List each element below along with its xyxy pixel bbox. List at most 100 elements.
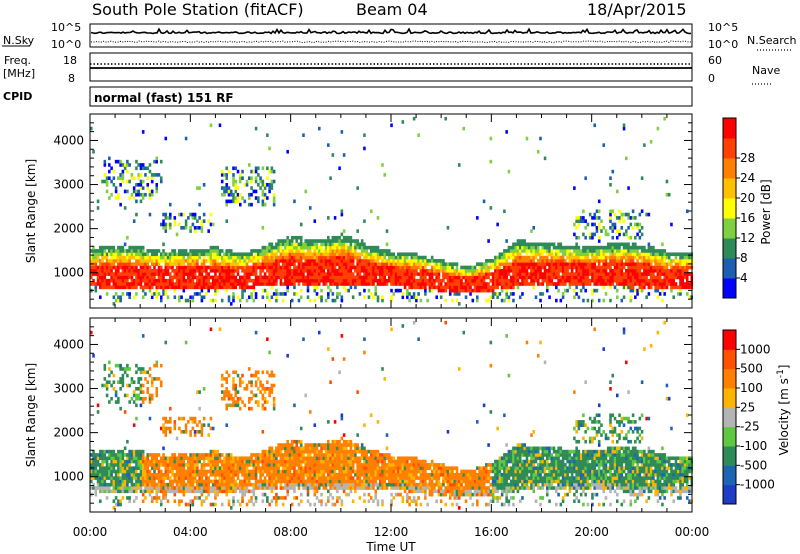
power-cell [351, 249, 355, 253]
power-cell [385, 252, 389, 257]
power-cell [536, 282, 540, 286]
velocity-cell [132, 472, 136, 477]
power-cell [132, 186, 136, 190]
power-cell [279, 255, 283, 260]
power-cell [561, 265, 565, 270]
power-cell [171, 252, 174, 257]
power-cell [135, 212, 138, 217]
power-cell [638, 272, 642, 276]
power-cell [634, 278, 637, 283]
power-cell [561, 259, 565, 263]
power-cell [392, 268, 396, 273]
power-cell [96, 249, 100, 253]
velocity-cell [137, 486, 140, 490]
power-cell [187, 255, 190, 260]
power-cell [225, 282, 229, 286]
velocity-cell [225, 387, 229, 391]
power-cell [250, 249, 253, 253]
power-cell [153, 292, 156, 296]
velocity-cell [200, 502, 204, 507]
power-cell [250, 278, 253, 283]
power-cell [487, 285, 490, 290]
power-cell [523, 268, 526, 273]
power-cell [318, 245, 321, 250]
power-cell [421, 272, 425, 276]
velocity-cell [232, 387, 235, 391]
velocity-cell [159, 456, 163, 461]
power-cell [489, 259, 493, 263]
power-cell [606, 272, 610, 276]
power-cell [532, 272, 536, 276]
velocity-cell [114, 502, 118, 507]
power-cell [638, 285, 642, 290]
power-cell [408, 292, 411, 296]
power-cell [539, 262, 542, 266]
velocity-cell [196, 466, 199, 470]
power-cell [284, 242, 287, 247]
power-cell [683, 275, 687, 280]
power-cell [275, 255, 278, 260]
velocity-cell [119, 449, 122, 454]
power-cell [401, 255, 405, 260]
velocity-cell [193, 472, 197, 477]
velocity-cell [94, 472, 98, 477]
power-cell [268, 189, 271, 194]
power-cell [277, 245, 280, 250]
power-cell [121, 163, 125, 167]
power-cell [367, 272, 371, 276]
velocity-cell [178, 486, 181, 490]
power-cell [649, 282, 653, 286]
power-cell [248, 265, 251, 270]
velocity-cell [214, 472, 217, 477]
velocity-cell [155, 486, 159, 490]
power-cell [110, 265, 113, 270]
velocity-cell [166, 459, 170, 464]
power-cell [656, 126, 660, 131]
power-cell [306, 295, 310, 300]
power-cell [627, 225, 630, 230]
power-cell [609, 262, 612, 266]
power-cell [234, 186, 238, 190]
power-cell [286, 282, 289, 286]
power-cell [681, 268, 685, 273]
velocity-cell [123, 393, 127, 398]
power-cell [645, 255, 648, 260]
power-cell [654, 288, 657, 293]
power-cell [327, 252, 330, 257]
power-cell [636, 225, 639, 230]
power-cell [304, 275, 308, 280]
power-cell [525, 275, 529, 280]
power-cell [345, 235, 348, 240]
power-cell [611, 245, 615, 250]
power-cell [430, 268, 434, 273]
velocity-cell [214, 486, 217, 490]
power-cell [103, 245, 107, 250]
power-cell [184, 219, 188, 223]
power-cell [634, 262, 637, 266]
power-cell [681, 262, 685, 266]
power-cell [656, 262, 660, 266]
velocity-cell [137, 453, 140, 457]
velocity-cell [182, 476, 186, 480]
power-cell [618, 229, 621, 233]
power-cell [178, 282, 181, 286]
power-cell [606, 255, 610, 260]
power-cell [123, 272, 127, 276]
velocity-cell [94, 456, 98, 461]
power-cell [600, 278, 603, 283]
power-cell [500, 262, 504, 266]
power-cell [187, 216, 190, 220]
power-cell [403, 255, 407, 260]
power-cell [146, 282, 149, 286]
power-cell [263, 282, 267, 286]
power-cell [324, 242, 328, 247]
velocity-cell [196, 423, 199, 427]
power-cell [548, 252, 551, 257]
power-cell [144, 268, 147, 273]
power-cell [123, 255, 127, 260]
power-cell [622, 123, 626, 128]
power-cell [437, 278, 441, 283]
power-cell [313, 242, 317, 247]
power-cell [295, 242, 298, 247]
velocity-cell [229, 482, 233, 487]
